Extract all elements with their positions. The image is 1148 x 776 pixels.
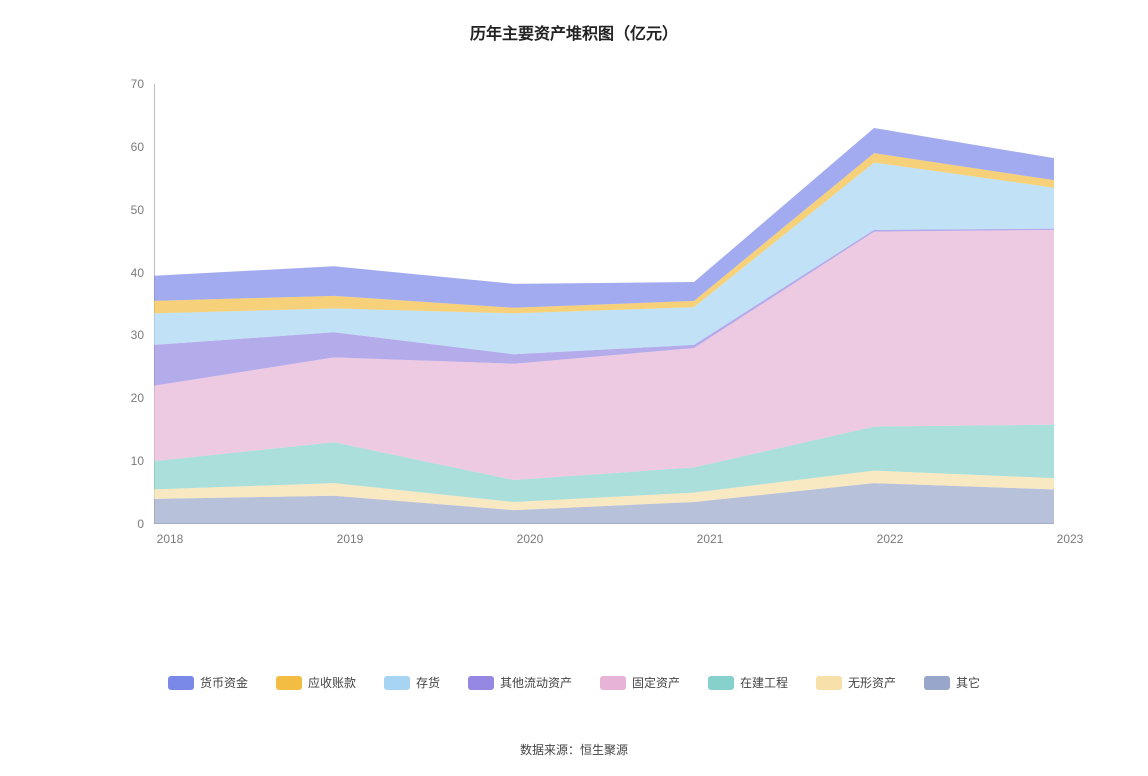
legend-swatch (168, 676, 194, 690)
y-tick-label: 10 (104, 454, 144, 468)
y-tick-label: 60 (104, 140, 144, 154)
legend-swatch (708, 676, 734, 690)
x-tick-label: 2022 (860, 532, 920, 546)
legend-label: 在建工程 (740, 674, 788, 691)
legend-label: 无形资产 (848, 674, 896, 691)
legend-item[interactable]: 应收账款 (276, 674, 356, 691)
y-tick-label: 20 (104, 391, 144, 405)
y-tick-label: 30 (104, 328, 144, 342)
legend-swatch (276, 676, 302, 690)
legend-item[interactable]: 存货 (384, 674, 440, 691)
y-tick-label: 70 (104, 77, 144, 91)
legend-swatch (468, 676, 494, 690)
x-tick-label: 2020 (500, 532, 560, 546)
legend-swatch (384, 676, 410, 690)
chart-svg (154, 84, 1054, 524)
source-note: 数据来源：恒生聚源 (520, 741, 628, 758)
legend-item[interactable]: 货币资金 (168, 674, 248, 691)
y-tick-label: 0 (104, 517, 144, 531)
legend-label: 货币资金 (200, 674, 248, 691)
legend-label: 其他流动资产 (500, 674, 572, 691)
stacked-area-chart: 010203040506070 201820192020202120222023 (74, 84, 1074, 564)
legend: 货币资金 应收账款 存货 其他流动资产 固定资产 在建工程 无形资产 其它 (124, 674, 1024, 691)
chart-title: 历年主要资产堆积图（亿元） (470, 20, 678, 44)
legend-item[interactable]: 固定资产 (600, 674, 680, 691)
legend-item[interactable]: 其他流动资产 (468, 674, 572, 691)
legend-item[interactable]: 无形资产 (816, 674, 896, 691)
y-tick-label: 40 (104, 266, 144, 280)
legend-label: 存货 (416, 674, 440, 691)
legend-label: 固定资产 (632, 674, 680, 691)
x-tick-label: 2023 (1040, 532, 1100, 546)
legend-label: 应收账款 (308, 674, 356, 691)
x-tick-label: 2018 (140, 532, 200, 546)
x-tick-label: 2019 (320, 532, 380, 546)
y-tick-label: 50 (104, 203, 144, 217)
legend-item[interactable]: 在建工程 (708, 674, 788, 691)
legend-item[interactable]: 其它 (924, 674, 980, 691)
legend-label: 其它 (956, 674, 980, 691)
x-tick-label: 2021 (680, 532, 740, 546)
legend-swatch (816, 676, 842, 690)
legend-swatch (924, 676, 950, 690)
legend-swatch (600, 676, 626, 690)
